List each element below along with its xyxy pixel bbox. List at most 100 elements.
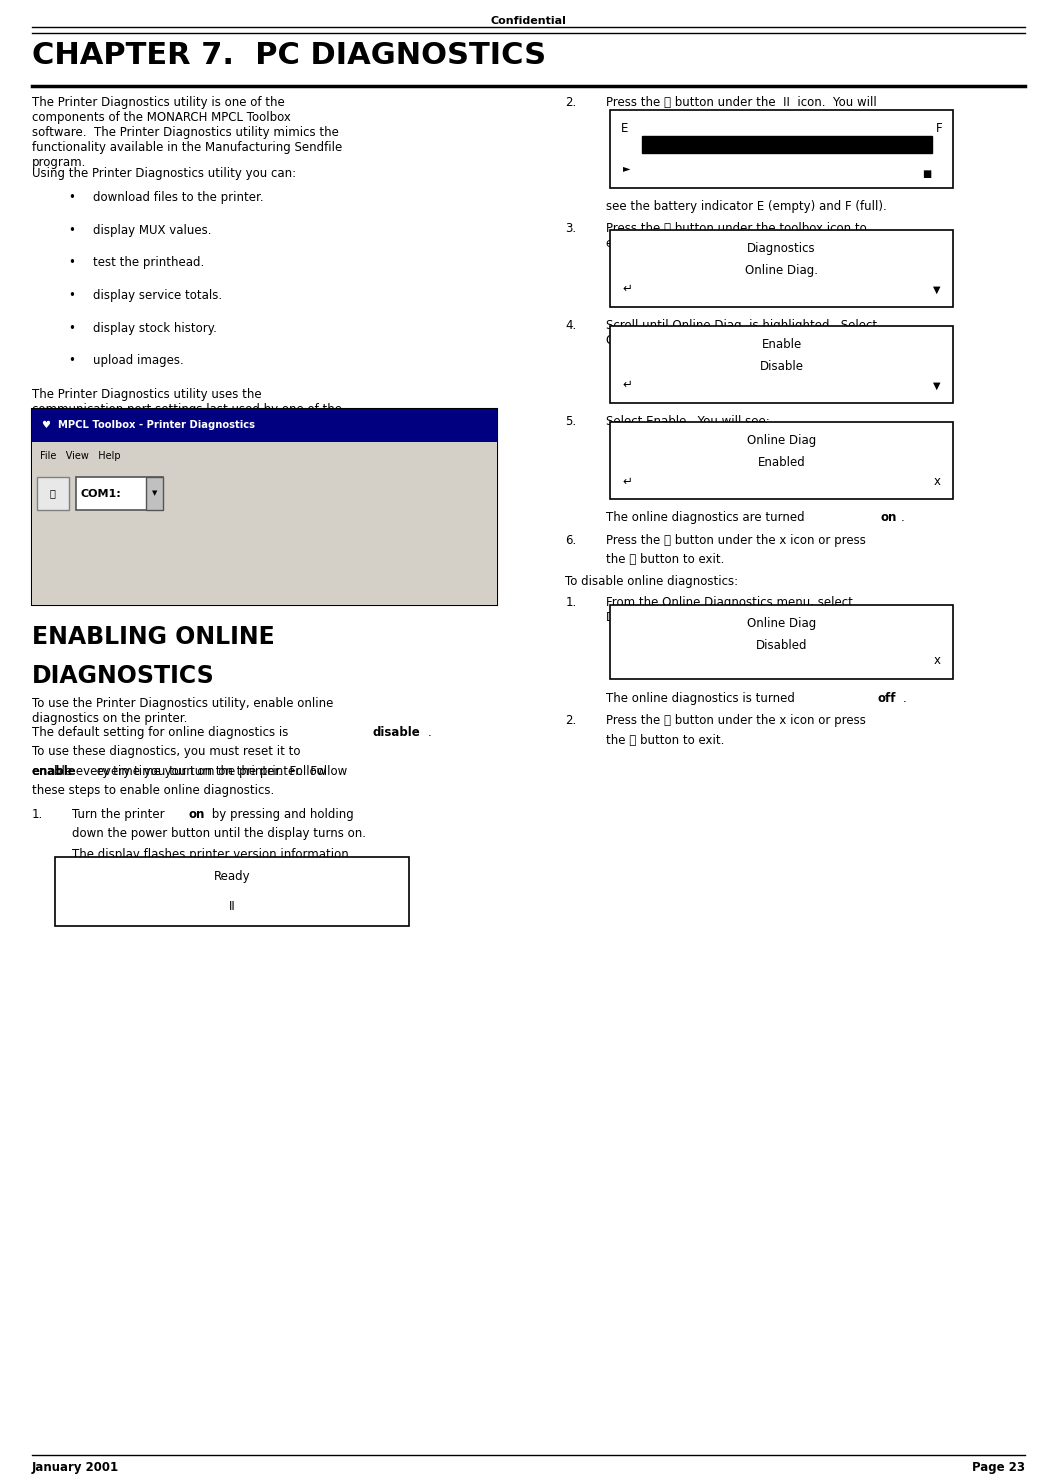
Text: Turn the printer: Turn the printer [72, 808, 168, 821]
Text: display MUX values.: display MUX values. [93, 224, 211, 237]
FancyBboxPatch shape [610, 230, 953, 307]
Text: F: F [937, 122, 943, 135]
Text: E: E [620, 122, 628, 135]
Text: The display flashes printer version information
and then you will see:: The display flashes printer version info… [72, 848, 349, 876]
Text: •: • [69, 354, 76, 368]
FancyBboxPatch shape [610, 110, 953, 188]
Text: January 2001: January 2001 [32, 1461, 118, 1473]
Text: The Printer Diagnostics utility is one of the
components of the MONARCH MPCL Too: The Printer Diagnostics utility is one o… [32, 96, 342, 169]
Text: 1.: 1. [565, 596, 577, 609]
Text: The default setting for online diagnostics is: The default setting for online diagnosti… [32, 726, 292, 740]
Text: download files to the printer.: download files to the printer. [93, 191, 263, 205]
Text: the ⓘ button to exit.: the ⓘ button to exit. [606, 553, 724, 566]
Text: To disable online diagnostics:: To disable online diagnostics: [565, 575, 739, 588]
Text: ENABLING ONLINE: ENABLING ONLINE [32, 625, 275, 649]
Bar [32, 471, 497, 516]
Text: Press the Ⓐ button under the x icon or press: Press the Ⓐ button under the x icon or p… [606, 534, 866, 547]
Text: x: x [933, 654, 941, 667]
Text: Press the Ⓐ button under the x icon or press: Press the Ⓐ button under the x icon or p… [606, 714, 866, 728]
Text: ↵: ↵ [623, 474, 632, 488]
FancyBboxPatch shape [610, 605, 953, 679]
Text: on: on [880, 511, 896, 525]
Text: x: x [933, 474, 941, 488]
Text: Online Diag: Online Diag [747, 434, 816, 448]
Bar [146, 477, 163, 510]
Text: From the Online Diagnostics menu, select
Disable.  You will see:: From the Online Diagnostics menu, select… [606, 596, 853, 624]
Text: 4.: 4. [565, 319, 577, 332]
Text: DIAGNOSTICS: DIAGNOSTICS [32, 664, 215, 688]
FancyBboxPatch shape [32, 409, 497, 605]
Text: Scroll until Online Diag. is highlighted.  Select
Online Diag.  You will see:: Scroll until Online Diag. is highlighted… [606, 319, 877, 347]
Text: display stock history.: display stock history. [93, 322, 217, 335]
Text: display service totals.: display service totals. [93, 289, 222, 302]
Text: 2.: 2. [565, 96, 577, 110]
Text: 1.: 1. [32, 808, 43, 821]
Bar [642, 136, 932, 153]
Text: Enable: Enable [761, 338, 802, 351]
Text: Online Diag: Online Diag [747, 617, 816, 630]
Bar [32, 409, 497, 442]
Text: ↵: ↵ [623, 282, 632, 295]
Text: on: on [188, 808, 204, 821]
Text: Press the Ⓐ button under the toolbox icon to
enter diagnostics.  You will see:: Press the Ⓐ button under the toolbox ico… [606, 222, 867, 250]
Text: ▼: ▼ [151, 491, 157, 496]
Text: .: . [901, 511, 905, 525]
Text: .: . [903, 692, 907, 705]
Text: II: II [228, 900, 236, 913]
Text: upload images.: upload images. [93, 354, 184, 368]
Text: Page 23: Page 23 [972, 1461, 1025, 1473]
Text: •: • [69, 289, 76, 302]
Text: .: . [428, 726, 432, 740]
Text: 3.: 3. [565, 222, 577, 236]
Text: Diagnostics: Diagnostics [747, 242, 816, 255]
Text: Online Diag.: Online Diag. [745, 264, 818, 277]
FancyBboxPatch shape [610, 422, 953, 499]
Text: The Printer Diagnostics utility uses the
communication port settings last used b: The Printer Diagnostics utility uses the… [32, 388, 341, 492]
Text: The online diagnostics are turned: The online diagnostics are turned [606, 511, 808, 525]
Bar [37, 477, 69, 510]
Text: To use the Printer Diagnostics utility, enable online
diagnostics on the printer: To use the Printer Diagnostics utility, … [32, 697, 333, 725]
Text: test the printhead.: test the printhead. [93, 256, 204, 270]
Text: ►: ► [623, 163, 630, 173]
Text: ▼: ▼ [933, 285, 941, 295]
Text: ▼: ▼ [933, 381, 941, 391]
Text: Confidential: Confidential [490, 15, 567, 25]
Text: •: • [69, 224, 76, 237]
Text: enable every time you turn on the printer.  Follow: enable every time you turn on the printe… [32, 765, 327, 778]
Text: COM1:: COM1: [80, 489, 122, 498]
Bar [32, 516, 497, 605]
Text: ■: ■ [922, 169, 931, 179]
Text: 2.: 2. [565, 714, 577, 728]
Text: Ready: Ready [214, 870, 251, 883]
Text: •: • [69, 256, 76, 270]
Text: The online diagnostics is turned: The online diagnostics is turned [606, 692, 798, 705]
Text: CHAPTER 7.  PC DIAGNOSTICS: CHAPTER 7. PC DIAGNOSTICS [32, 41, 545, 71]
Text: ↵: ↵ [623, 378, 632, 391]
Text: disable: disable [372, 726, 420, 740]
Text: Press the Ⓐ button under the  II  icon.  You will: Press the Ⓐ button under the II icon. Yo… [606, 96, 876, 110]
Text: •: • [69, 322, 76, 335]
Text: File   View   Help: File View Help [40, 452, 120, 461]
Text: see the battery indicator E (empty) and F (full).: see the battery indicator E (empty) and … [606, 200, 887, 213]
Text: Select Enable.  You will see:: Select Enable. You will see: [606, 415, 769, 428]
Text: Disable: Disable [760, 360, 803, 373]
Bar [76, 477, 163, 510]
Text: these steps to enable online diagnostics.: these steps to enable online diagnostics… [32, 784, 274, 797]
FancyBboxPatch shape [55, 857, 409, 926]
Text: 6.: 6. [565, 534, 577, 547]
Text: the ⓘ button to exit.: the ⓘ button to exit. [606, 734, 724, 747]
Text: Disabled: Disabled [756, 639, 808, 652]
Text: •: • [69, 191, 76, 205]
Text: Enabled: Enabled [758, 456, 805, 470]
Text: by pressing and holding: by pressing and holding [208, 808, 354, 821]
Text: every time you turn on the printer.  Follow: every time you turn on the printer. Foll… [93, 765, 348, 778]
Text: down the power button until the display turns on.: down the power button until the display … [72, 827, 366, 840]
Text: To use these diagnostics, you must reset it to: To use these diagnostics, you must reset… [32, 745, 300, 759]
Text: off: off [877, 692, 896, 705]
Bar [32, 442, 497, 471]
Text: 📂: 📂 [50, 489, 56, 498]
Text: ♥  MPCL Toolbox - Printer Diagnostics: ♥ MPCL Toolbox - Printer Diagnostics [42, 421, 256, 430]
FancyBboxPatch shape [610, 326, 953, 403]
Text: enable: enable [32, 765, 76, 778]
Text: Using the Printer Diagnostics utility you can:: Using the Printer Diagnostics utility yo… [32, 167, 296, 181]
